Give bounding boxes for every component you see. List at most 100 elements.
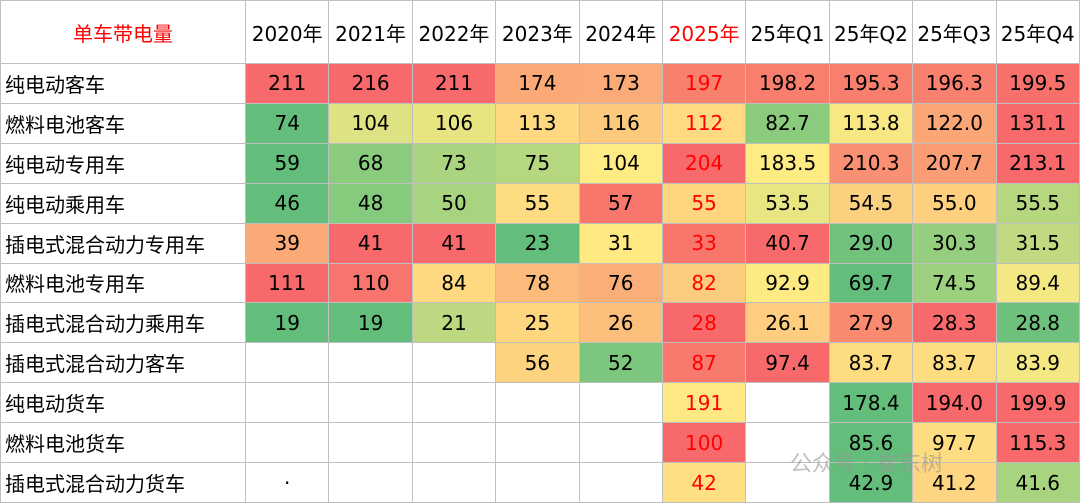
value-cell: 198.2: [745, 63, 830, 104]
value-cell: 28: [661, 302, 747, 344]
row-label: 纯电动乘用车: [0, 182, 246, 224]
value-cell: 199.9: [995, 382, 1080, 424]
value-cell: 73: [411, 142, 497, 184]
value-cell: 113.8: [828, 102, 914, 144]
empty-cell: [745, 462, 830, 503]
value-cell: 191: [661, 382, 747, 424]
value-cell: 211: [411, 63, 497, 104]
value-cell: ·: [244, 462, 330, 503]
value-cell: 75: [495, 142, 580, 184]
data-row: 燃料电池专用车 111 110 84 78 76 82 92.9 69.7 74.5 89.4: [0, 262, 1080, 304]
data-row: 纯电动货车 191 178.4 194.0 199.9: [0, 382, 1080, 424]
value-cell: 116: [578, 102, 663, 144]
value-cell: 40.7: [745, 222, 830, 264]
value-cell: 83.7: [828, 342, 914, 384]
empty-cell: [411, 382, 497, 424]
value-cell: 25: [495, 302, 580, 344]
value-cell: 55.0: [912, 182, 997, 224]
value-cell: 42: [661, 462, 747, 503]
empty-cell: [244, 422, 330, 464]
row-label: 纯电动专用车: [0, 142, 246, 184]
row-label: 插电式混合动力客车: [0, 342, 246, 384]
value-cell: 29.0: [828, 222, 914, 264]
value-cell: 74.5: [912, 262, 997, 304]
value-cell: 52: [578, 342, 663, 384]
value-cell: 28.8: [995, 302, 1080, 344]
column-header: 2021年: [328, 0, 413, 64]
empty-cell: [411, 462, 497, 503]
value-cell: 46: [244, 182, 330, 224]
value-cell: 89.4: [995, 262, 1080, 304]
value-cell: 97.7: [912, 422, 997, 464]
value-cell: 111: [244, 262, 330, 304]
value-cell: 74: [244, 102, 330, 144]
value-cell: 55: [495, 182, 580, 224]
value-cell: 48: [328, 182, 413, 224]
column-header: 2024年: [578, 0, 663, 64]
value-cell: 39: [244, 222, 330, 264]
value-cell: 97.4: [745, 342, 830, 384]
value-cell: 196.3: [912, 63, 997, 104]
empty-cell: [411, 342, 497, 384]
value-cell: 82.7: [745, 102, 830, 144]
empty-cell: [328, 382, 413, 424]
value-cell: 55.5: [995, 182, 1080, 224]
empty-cell: [328, 462, 413, 503]
value-cell: 174: [495, 63, 580, 104]
value-cell: 131.1: [995, 102, 1080, 144]
column-header: 2022年: [411, 0, 497, 64]
value-cell: 57: [578, 182, 663, 224]
column-header: 2025年: [661, 0, 747, 64]
data-row: 插电式混合动力客车 56 52 87 97.4 83.7 83.7 83.9: [0, 342, 1080, 384]
value-cell: 78: [495, 262, 580, 304]
value-cell: 213.1: [995, 142, 1080, 184]
value-cell: 83.9: [995, 342, 1080, 384]
value-cell: 28.3: [912, 302, 997, 344]
value-cell: 26: [578, 302, 663, 344]
empty-cell: [244, 342, 330, 384]
value-cell: 199.5: [995, 63, 1080, 104]
value-cell: 92.9: [745, 262, 830, 304]
empty-cell: [495, 422, 580, 464]
value-cell: 30.3: [912, 222, 997, 264]
value-cell: 33: [661, 222, 747, 264]
column-header: 25年Q1: [745, 0, 830, 64]
value-cell: 113: [495, 102, 580, 144]
row-label: 插电式混合动力乘用车: [0, 302, 246, 344]
value-cell: 83.7: [912, 342, 997, 384]
empty-cell: [495, 382, 580, 424]
empty-cell: [745, 382, 830, 424]
value-cell: 31: [578, 222, 663, 264]
value-cell: 104: [578, 142, 663, 184]
value-cell: 211: [244, 63, 330, 104]
row-label: 燃料电池专用车: [0, 262, 246, 304]
watermark: 公众号 · 崔东树: [790, 452, 943, 477]
empty-cell: [328, 422, 413, 464]
empty-cell: [578, 422, 663, 464]
value-cell: 19: [328, 302, 413, 344]
data-row: 插电式混合动力专用车 39 41 41 23 31 33 40.7 29.0 30.3 31.5: [0, 222, 1080, 264]
value-cell: 55: [661, 182, 747, 224]
data-row: 燃料电池客车 74 104 106 113 116 112 82.7 113.8 122.0 131…: [0, 102, 1080, 144]
value-cell: 42.9: [828, 462, 914, 503]
value-cell: 23: [495, 222, 580, 264]
value-cell: 59: [244, 142, 330, 184]
value-cell: 216: [328, 63, 413, 104]
empty-cell: [328, 342, 413, 384]
value-cell: 207.7: [912, 142, 997, 184]
value-cell: 178.4: [828, 382, 914, 424]
column-header: 2020年: [244, 0, 330, 64]
value-cell: 41: [411, 222, 497, 264]
value-cell: 53.5: [745, 182, 830, 224]
value-cell: 115.3: [995, 422, 1080, 464]
value-cell: 50: [411, 182, 497, 224]
value-cell: 31.5: [995, 222, 1080, 264]
corner-header: 单车带电量: [0, 0, 246, 64]
value-cell: 210.3: [828, 142, 914, 184]
data-row: 插电式混合动力货车 · 42 42.9 41.2 41.6: [0, 462, 1080, 503]
empty-cell: [578, 382, 663, 424]
value-cell: 112: [661, 102, 747, 144]
empty-cell: [411, 422, 497, 464]
